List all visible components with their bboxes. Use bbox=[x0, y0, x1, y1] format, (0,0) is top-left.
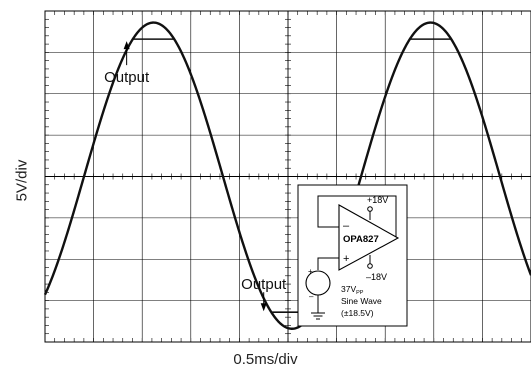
opamp-label: OPA827 bbox=[343, 234, 379, 245]
annotation-label: Output bbox=[241, 276, 287, 293]
supply-neg-label: –18V bbox=[366, 272, 387, 282]
inverting-input-sign: – bbox=[343, 220, 350, 232]
output-trace bbox=[44, 38, 531, 314]
arrow-head bbox=[260, 303, 267, 312]
traces bbox=[43, 21, 531, 330]
output-annotation: Output bbox=[104, 41, 150, 86]
source-minus-sign: – bbox=[309, 292, 314, 301]
y-axis-label: 5V/div bbox=[13, 159, 31, 202]
plot-frame bbox=[44, 10, 531, 343]
annotations: Output Output bbox=[104, 41, 287, 312]
noninverting-input-sign: + bbox=[343, 253, 349, 265]
annotation-label: Output bbox=[104, 69, 150, 86]
input-wire bbox=[317, 257, 339, 270]
source-amplitude: 37VPP bbox=[341, 284, 364, 296]
circuit-inset: +18V –18V OPA827 – + + – 37VPP Sine Wave… bbox=[297, 184, 408, 327]
supply-neg-terminal bbox=[367, 263, 373, 269]
source-plus-sign: + bbox=[308, 267, 313, 276]
x-axis-label: 0.5ms/div bbox=[233, 351, 298, 368]
feedback-wire bbox=[317, 195, 397, 238]
arrow-head bbox=[123, 41, 130, 50]
grid bbox=[44, 10, 531, 343]
source-waveform: Sine Wave bbox=[341, 296, 382, 306]
supply-pos-terminal bbox=[367, 206, 373, 212]
output-annotation: Output bbox=[241, 276, 287, 312]
ground-icon bbox=[311, 312, 325, 320]
source-range: (±18.5V) bbox=[341, 308, 374, 318]
opamp-triangle bbox=[338, 204, 400, 271]
supply-pos-label: +18V bbox=[367, 195, 388, 205]
